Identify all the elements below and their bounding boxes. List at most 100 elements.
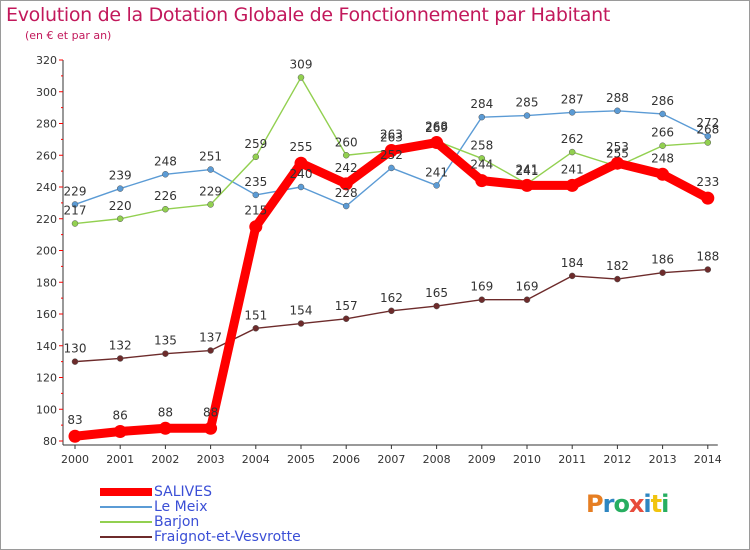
chart-title: Evolution de la Dotation Globale de Fonc…: [6, 4, 611, 26]
data-label-salives: 215: [244, 204, 267, 218]
data-label-le-meix: 228: [335, 186, 358, 200]
x-tick-label: 2002: [151, 453, 179, 466]
point-salives: [610, 156, 624, 170]
data-label-fraignot-et-vesvrotte: 188: [696, 250, 719, 264]
logo-letter: t: [650, 490, 663, 518]
proxiti-logo: Proxiti: [586, 490, 669, 518]
point-barjon: [342, 152, 350, 159]
data-label-barjon: 217: [64, 204, 87, 218]
data-label-salives: 241: [516, 162, 539, 176]
data-label-salives: 248: [651, 151, 674, 165]
point-le-meix: [659, 110, 666, 118]
data-label-le-meix: 235: [244, 175, 267, 189]
logo-letter: i: [661, 490, 669, 518]
series-lines: [68, 74, 715, 443]
data-label-fraignot-et-vesvrotte: 169: [470, 280, 493, 294]
point-le-meix: [116, 185, 124, 192]
data-label-salives: 233: [696, 175, 719, 189]
data-label-fraignot-et-vesvrotte: 184: [561, 256, 584, 270]
point-fraignot-et-vesvrotte: [568, 272, 576, 280]
point-fraignot-et-vesvrotte: [704, 266, 712, 273]
data-label-salives: 241: [561, 162, 584, 176]
data-label-fraignot-et-vesvrotte: 154: [290, 304, 313, 318]
point-barjon: [207, 201, 214, 208]
data-label-barjon: 259: [244, 137, 267, 151]
point-barjon: [116, 215, 124, 222]
chart-subtitle: (en € et par an): [25, 29, 112, 42]
y-tick-label: 220: [36, 213, 57, 226]
point-le-meix: [388, 164, 395, 172]
point-salives: [249, 220, 263, 234]
x-tick-label: 2011: [558, 453, 586, 466]
legend-label-barjon: Barjon: [154, 514, 200, 530]
data-label-fraignot-et-vesvrotte: 182: [606, 259, 629, 273]
point-le-meix: [568, 109, 576, 116]
legend-swatch-fraignot: [100, 536, 152, 538]
x-tick-label: 2003: [197, 453, 225, 466]
data-label-salives: 86: [113, 408, 128, 422]
axes: 80 100 120 140 160 180 200 220 240 260 280 300 320 20…: [36, 54, 722, 466]
y-tick-label: 180: [36, 276, 57, 289]
point-barjon: [659, 142, 666, 149]
point-le-meix: [162, 171, 169, 178]
point-fraignot-et-vesvrotte: [614, 275, 621, 283]
data-label-le-meix: 285: [516, 96, 539, 110]
point-fraignot-et-vesvrotte: [162, 350, 169, 357]
data-label-le-meix: 287: [561, 92, 584, 106]
point-fraignot-et-vesvrotte: [433, 302, 440, 310]
point-barjon: [71, 220, 79, 227]
logo-letter: o: [613, 490, 629, 518]
data-label-fraignot-et-vesvrotte: 169: [516, 280, 539, 294]
data-label-barjon: 229: [199, 184, 222, 198]
data-label-le-meix: 272: [696, 116, 719, 130]
point-fraignot-et-vesvrotte: [523, 296, 531, 303]
point-le-meix: [433, 182, 440, 189]
data-label-barjon: 258: [470, 138, 493, 152]
series-line-fraignot-et-vesvrotte: [74, 268, 709, 363]
point-le-meix: [704, 132, 712, 140]
data-label-salives: 242: [335, 161, 358, 175]
point-salives: [158, 421, 172, 435]
logo-letter: x: [628, 490, 645, 518]
data-label-barjon: 268: [696, 123, 719, 137]
point-salives: [430, 136, 444, 150]
point-fraignot-et-vesvrotte: [71, 358, 79, 365]
x-tick-label: 2009: [468, 453, 496, 466]
point-fraignot-et-vesvrotte: [207, 347, 214, 354]
x-tick-label: 2005: [287, 453, 315, 466]
point-le-meix: [614, 107, 621, 115]
data-label-barjon: 263: [380, 130, 403, 144]
data-label-fraignot-et-vesvrotte: 132: [109, 338, 132, 352]
point-salives: [113, 424, 127, 438]
data-label-barjon: 255: [606, 146, 629, 160]
data-label-fraignot-et-vesvrotte: 151: [244, 308, 267, 322]
point-salives: [339, 177, 353, 191]
x-tick-label: 2010: [513, 453, 541, 466]
data-label-salives: 268: [425, 120, 448, 134]
legend-swatch-salives: [100, 488, 152, 496]
y-tick-label: 320: [36, 54, 57, 67]
data-labels: 130 132 135 137 151 154 157 162 165 169 169 184 182 1…: [64, 57, 720, 427]
point-salives: [384, 143, 398, 157]
x-tick-label: 2000: [61, 453, 89, 466]
data-label-barjon: 269: [425, 121, 448, 135]
point-salives: [204, 421, 218, 435]
series-line-salives: [70, 138, 713, 441]
point-fraignot-et-vesvrotte: [478, 296, 486, 303]
point-fraignot-et-vesvrotte: [659, 269, 666, 276]
x-tick-label: 2001: [106, 453, 134, 466]
data-label-le-meix: 251: [199, 150, 222, 164]
point-barjon: [478, 155, 486, 162]
data-label-fraignot-et-vesvrotte: 165: [425, 286, 448, 300]
y-tick-label: 240: [36, 181, 57, 194]
data-label-salives: 244: [470, 158, 493, 172]
y-tick-label: 200: [36, 245, 57, 258]
point-salives: [520, 178, 534, 192]
legend-swatch-le-meix: [100, 506, 152, 508]
y-tick-label: 140: [36, 340, 57, 353]
y-tick-label: 80: [43, 435, 57, 448]
data-label-le-meix: 240: [290, 167, 313, 181]
data-label-barjon: 260: [335, 135, 358, 149]
y-tick-label: 160: [36, 308, 57, 321]
